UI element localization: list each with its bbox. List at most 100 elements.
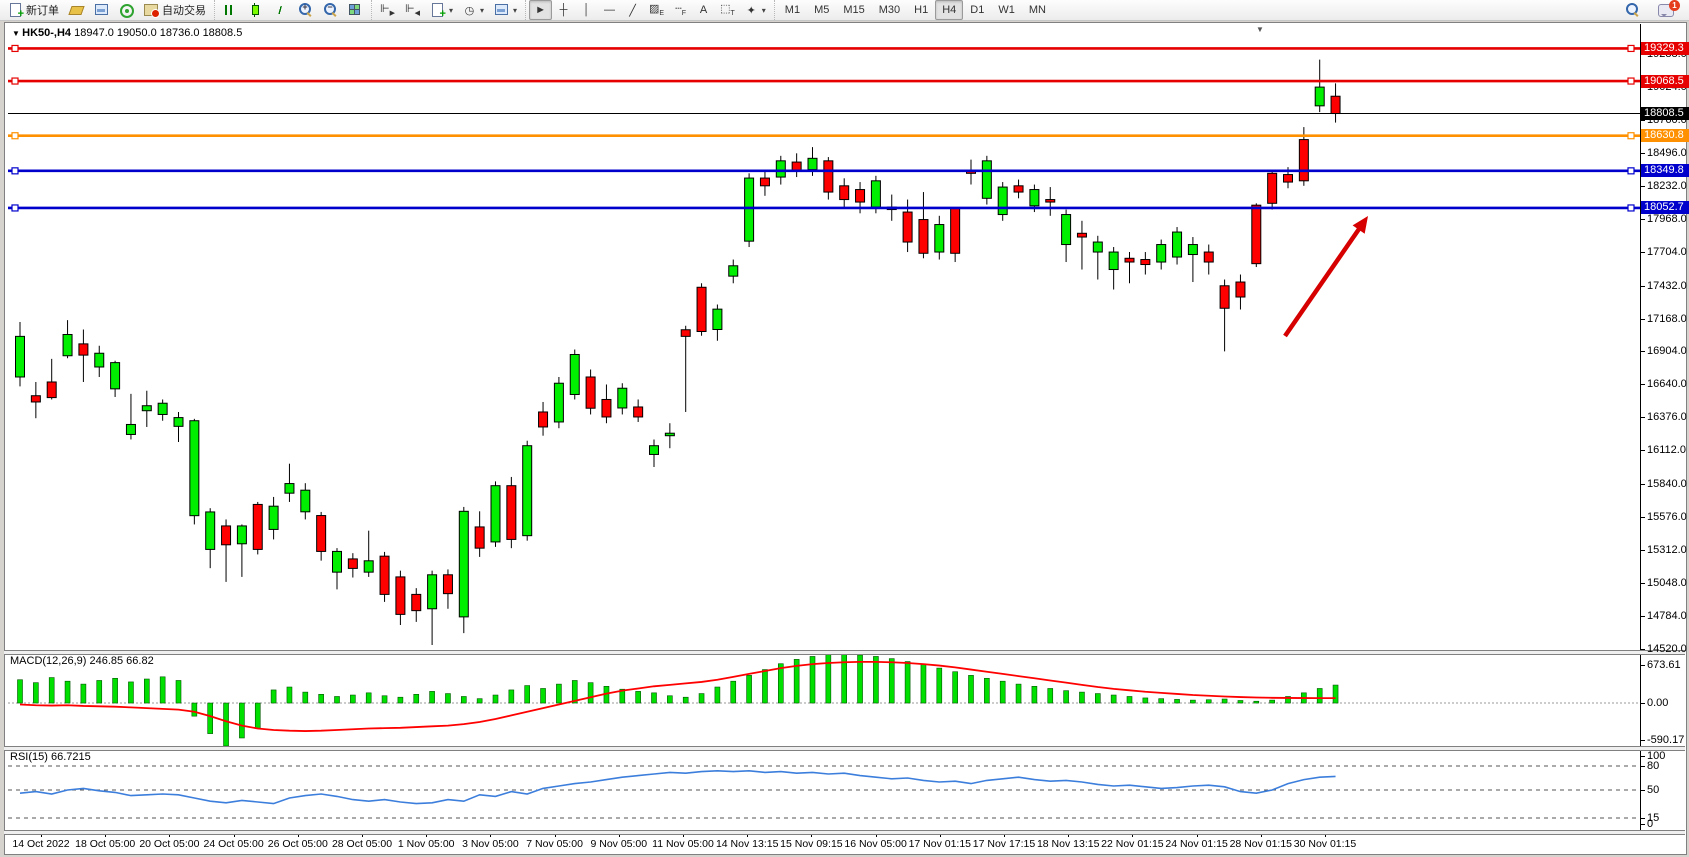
macd-pane[interactable] (8, 654, 1640, 746)
cursor-tool-button[interactable]: ► (529, 0, 553, 20)
crosshair-icon: ┼ (559, 4, 568, 16)
macd-histogram-bar (1285, 696, 1291, 704)
candle-bull (141, 405, 152, 412)
line-handle[interactable] (11, 132, 19, 140)
timeframe-m30-button[interactable]: M30 (878, 4, 901, 16)
trendline-tool-button[interactable]: ╱ (621, 0, 644, 20)
macd-histogram-bar (1174, 699, 1180, 704)
template-button[interactable]: ▾ (489, 0, 522, 20)
search-button[interactable] (1620, 0, 1645, 20)
macd-histogram-bar (619, 688, 626, 704)
macd-histogram-bar (698, 693, 705, 704)
macd-histogram-bar (33, 682, 39, 704)
chart-menu-caret-icon[interactable]: ▼ (12, 29, 23, 38)
macd-histogram-bar (952, 671, 958, 704)
zoom-in-button[interactable]: + (293, 0, 318, 20)
chart-window[interactable] (4, 22, 1687, 855)
hline-tool-button[interactable]: — (598, 0, 621, 20)
price-tick (1641, 417, 1645, 419)
price-tick (1641, 517, 1645, 519)
timeframe-m1-button[interactable]: M1 (784, 4, 801, 16)
sound-button[interactable] (114, 0, 139, 20)
tile-windows-button[interactable] (343, 0, 368, 20)
label-tool-button[interactable]: ⬚T (715, 0, 740, 20)
line-handle[interactable] (11, 77, 19, 85)
arrows-tool-button[interactable]: ✦ ▾ (740, 0, 771, 20)
bar-chart-icon (223, 3, 238, 17)
text-tool-button[interactable]: A (692, 0, 715, 20)
bar-chart-button[interactable] (218, 0, 243, 20)
hline-objects-group (8, 44, 1640, 212)
chart-shift-marker-icon[interactable]: ▼ (1256, 25, 1264, 34)
tile-windows-icon (348, 3, 363, 17)
line-chart-button[interactable] (268, 0, 293, 20)
macd-histogram-bar (144, 678, 150, 704)
chart-shift-button[interactable]: ⊩◀ (400, 0, 425, 20)
crosshair-tool-button[interactable]: ┼ (552, 0, 575, 20)
timeframe-mn-button[interactable]: MN (1028, 4, 1046, 16)
toolbar-group-chart-ctrl: ⊩▶ ⊩◀ + ▾ ◷ ▾ ▾ (371, 0, 525, 20)
chart-window-icon (94, 3, 109, 17)
new-order-button[interactable]: + 新订单 (3, 0, 64, 20)
auto-trading-button[interactable]: 自动交易 (139, 0, 211, 20)
candlestick-button[interactable] (243, 0, 268, 20)
candle-bull (189, 420, 200, 517)
macd-histogram-bar (17, 679, 23, 704)
chart-window-button[interactable] (89, 0, 114, 20)
channel-tool-button[interactable]: ▨E (644, 0, 669, 20)
macd-histogram-bar (381, 695, 388, 704)
macd-histogram-bar (1063, 690, 1069, 704)
candle-bull (1187, 244, 1198, 256)
candle-bull (62, 334, 73, 357)
line-handle[interactable] (1627, 204, 1635, 212)
eraser-icon (68, 3, 85, 17)
line-handle[interactable] (11, 204, 19, 212)
rsi-pane[interactable] (8, 750, 1640, 830)
line-handle[interactable] (1627, 77, 1635, 85)
fibonacci-tool-button[interactable]: ┄F (669, 0, 692, 20)
line-handle[interactable] (11, 167, 19, 175)
pane-separator-macd[interactable] (4, 650, 1685, 655)
timeframe-m5-button[interactable]: M5 (814, 4, 830, 16)
price-tick-label: 17432.0 (1647, 279, 1687, 292)
candle-bull (300, 489, 311, 513)
time-axis[interactable]: 14 Oct 2022 18 Oct 05:00 20 Oct 05:00 24 Oc… (5, 834, 1640, 852)
pane-separator-rsi[interactable] (4, 746, 1685, 751)
macd-axis-label: 0.00 (1647, 697, 1669, 710)
time-label: 1 Nov 05:00 (397, 838, 455, 850)
new-order-label: 新订单 (26, 5, 59, 17)
line-handle[interactable] (1627, 132, 1635, 140)
zoom-out-button[interactable]: − (318, 0, 343, 20)
time-tick (233, 834, 235, 837)
indicators-button[interactable]: + ▾ (425, 0, 458, 20)
line-handle[interactable] (11, 44, 19, 53)
macd-tick (1641, 703, 1645, 705)
macd-histogram-group (17, 654, 1339, 746)
eraser-button[interactable] (64, 0, 89, 20)
price-tick (1641, 185, 1645, 187)
candle-bear (1140, 259, 1151, 266)
macd-histogram-bar (64, 680, 71, 704)
price-axis[interactable] (1640, 24, 1641, 833)
period-button[interactable]: ◷ ▾ (458, 0, 489, 20)
timeframe-h1-button[interactable]: H1 (914, 4, 929, 16)
arrow-annotation[interactable] (1283, 222, 1365, 338)
timeframe-w1-button[interactable]: W1 (998, 4, 1015, 16)
new-order-icon: + (8, 3, 24, 20)
time-label: 15 Nov 09:15 (780, 838, 843, 850)
timeframe-h4-button[interactable]: H4 (935, 0, 964, 20)
timeframe-d1-button[interactable]: D1 (970, 4, 985, 16)
candle-bull (205, 511, 216, 550)
line-handle[interactable] (1627, 167, 1635, 175)
price-tick-label: 15312.0 (1647, 544, 1687, 557)
vline-tool-button[interactable]: │ (575, 0, 598, 20)
auto-scroll-button[interactable]: ⊩▶ (375, 0, 400, 20)
line-handle[interactable] (1627, 44, 1635, 53)
rsi-axis-label: 80 (1647, 760, 1660, 772)
main-price-pane[interactable] (8, 24, 1640, 650)
candle-bear (633, 406, 644, 418)
macd-histogram-bar (207, 702, 213, 734)
notifications-button[interactable]: 1 (1653, 0, 1680, 20)
timeframe-m15-button[interactable]: M15 (843, 4, 865, 16)
macd-histogram-bar (365, 692, 372, 704)
